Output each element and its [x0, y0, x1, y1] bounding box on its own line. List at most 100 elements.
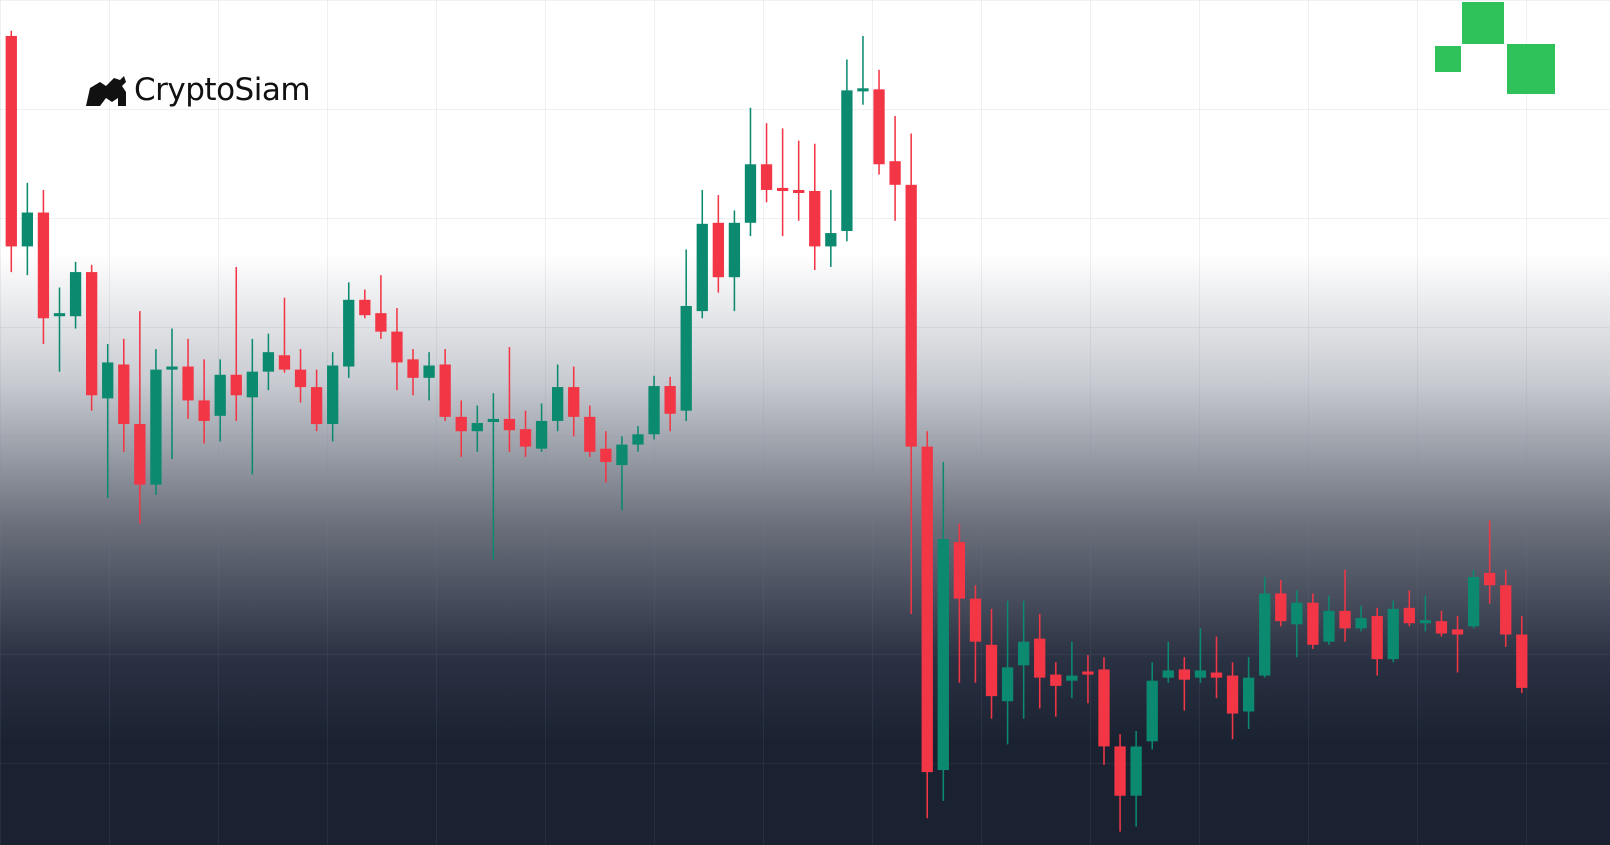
candle-body: [1242, 677, 1255, 712]
candle-body: [1146, 680, 1158, 742]
candle-body: [1098, 669, 1110, 747]
candle-body: [1500, 585, 1512, 635]
candle-body: [198, 400, 210, 421]
candle-body: [552, 387, 564, 421]
candle-body: [5, 35, 17, 247]
candle-body: [680, 305, 692, 411]
candle-body: [1291, 602, 1303, 625]
candle-body: [294, 369, 307, 388]
candle-body: [1050, 674, 1062, 686]
candle-body: [696, 223, 708, 312]
logo-icon: [86, 76, 126, 106]
candle-body: [1435, 621, 1448, 634]
candle-body: [1114, 746, 1126, 796]
candle-body: [310, 387, 323, 425]
candle-body: [1018, 641, 1030, 666]
candle-body: [664, 386, 676, 414]
candle-body: [873, 89, 885, 165]
candle-body: [278, 355, 291, 370]
candle-body: [246, 371, 258, 398]
candle-body: [985, 644, 998, 697]
candle-body: [134, 424, 146, 485]
candle-body: [841, 90, 853, 232]
candle-body: [1419, 620, 1432, 624]
candle-body: [150, 369, 162, 485]
candle-body: [632, 434, 644, 445]
candle-body: [69, 272, 82, 317]
candle-body: [1403, 607, 1415, 624]
candle-body: [1034, 638, 1046, 678]
candle-body: [1162, 670, 1174, 678]
candle-body: [1451, 629, 1464, 635]
candle-body: [793, 189, 805, 194]
candle-body: [1178, 669, 1190, 680]
candle-body: [1082, 671, 1094, 675]
candle-body: [1001, 667, 1014, 702]
candle-body: [760, 164, 773, 190]
candle-body: [166, 366, 178, 370]
candle-body: [182, 366, 194, 401]
candle-body: [343, 299, 355, 367]
candle-body: [1484, 572, 1496, 586]
candle-body: [519, 429, 532, 447]
candle-body: [102, 362, 114, 399]
candle-body: [648, 386, 660, 435]
candle-body: [744, 164, 757, 223]
candle-body: [600, 448, 612, 463]
candle-body: [809, 190, 821, 247]
candle-body: [953, 542, 966, 599]
candle-body: [905, 184, 917, 447]
candle-body: [535, 420, 548, 449]
candle-body: [1339, 610, 1351, 629]
candle-body: [262, 352, 275, 372]
candle-body: [1259, 593, 1271, 676]
candle-body: [359, 299, 371, 316]
candle-body: [391, 331, 403, 363]
candle-body: [568, 387, 580, 417]
candle-body: [1387, 608, 1399, 660]
candle-body: [825, 233, 837, 247]
candle-body: [937, 539, 949, 771]
candle-body: [1355, 618, 1367, 629]
brand-name: CryptoSiam: [134, 72, 311, 108]
candle-body: [1066, 675, 1078, 681]
candle-body: [1371, 616, 1383, 660]
corner-icon: [1435, 2, 1555, 94]
candle-body: [407, 359, 419, 378]
candle-body: [1210, 672, 1223, 678]
candle-body: [728, 222, 741, 278]
candle-body: [712, 222, 724, 278]
candle-body: [1467, 577, 1480, 627]
candle-body: [1194, 670, 1207, 678]
candle-body: [1275, 593, 1287, 622]
candle-body: [857, 88, 869, 92]
candle-body: [439, 364, 451, 417]
candle-body: [1226, 675, 1239, 714]
candle-body: [584, 416, 596, 452]
candle-body: [423, 365, 435, 378]
candle-body: [503, 418, 516, 431]
candle-body: [118, 364, 130, 425]
logo: CryptoSiam: [84, 72, 311, 108]
candle-body: [1130, 746, 1142, 796]
candle-body: [1323, 610, 1335, 642]
candle-body: [471, 423, 483, 432]
candle-body: [969, 598, 982, 642]
candle-body: [616, 444, 628, 466]
candle-body: [53, 313, 66, 317]
candle-body: [214, 374, 226, 416]
candle-body: [327, 365, 339, 425]
candle-body: [37, 212, 50, 319]
candle-body: [921, 446, 933, 773]
candle-body: [375, 313, 387, 332]
candle-body: [85, 272, 98, 396]
candle-body: [889, 161, 901, 185]
candle-body: [21, 212, 34, 247]
candle-body: [776, 187, 789, 191]
candle-body: [487, 418, 500, 422]
candle-body: [230, 374, 242, 396]
candle-body: [1307, 602, 1319, 645]
